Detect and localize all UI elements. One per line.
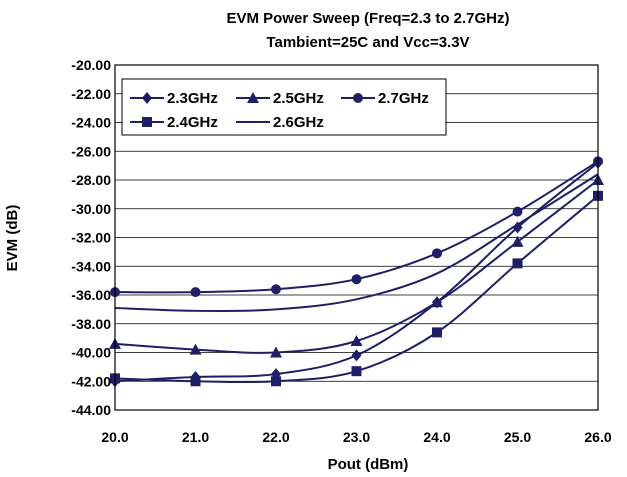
y-tick-label: -38.00: [71, 316, 111, 332]
data-point-2-7ghz: [190, 287, 201, 298]
x-tick-label: 20.0: [101, 429, 128, 445]
legend-marker-2-3ghz: [142, 92, 152, 104]
data-point-2-5ghz: [270, 346, 282, 358]
data-point-2-4ghz: [190, 376, 201, 387]
data-point-2-7ghz: [512, 206, 523, 217]
y-tick-label: -24.00: [71, 115, 111, 131]
y-axis-label: EVM (dB): [4, 205, 21, 272]
x-tick-label: 21.0: [182, 429, 209, 445]
series-line-2-6ghz: [114, 173, 599, 312]
y-tick-label: -42.00: [71, 373, 111, 389]
y-tick-label: -26.00: [71, 143, 111, 159]
data-point-2-5ghz: [431, 296, 443, 308]
legend-label-2-3ghz: 2.3GHz: [167, 90, 218, 107]
legend-marker-2-7ghz: [353, 93, 363, 103]
data-point-2-4ghz: [271, 376, 281, 387]
y-tick-label: -44.00: [71, 402, 111, 418]
legend-box: [121, 78, 447, 136]
data-point-2-5ghz: [350, 335, 363, 346]
data-point-2-7ghz: [351, 274, 362, 285]
x-tick-label: 24.0: [423, 429, 450, 445]
chart-title: EVM Power Sweep (Freq=2.3 to 2.7GHz): [227, 10, 510, 27]
data-point-2-3ghz: [512, 221, 523, 234]
y-tick-label: -36.00: [71, 287, 111, 303]
legend-marker-2-4ghz: [142, 117, 152, 127]
y-tick-label: -22.00: [71, 86, 111, 102]
data-point-2-3ghz: [351, 349, 362, 362]
legend-label-2-6ghz: 2.6GHz: [273, 114, 324, 131]
series-2-5ghz: [109, 174, 604, 358]
y-tick-label: -28.00: [71, 172, 111, 188]
chart-subtitle: Tambient=25C and Vcc=3.3V: [266, 34, 469, 51]
data-point-2-7ghz: [432, 248, 442, 259]
legend: 2.3GHz 2.5GHz 2.7GHz 2.4GHz 2.6GHz: [121, 78, 447, 136]
legend-label-2-5ghz: 2.5GHz: [273, 90, 324, 107]
legend-label-2-4ghz: 2.4GHz: [167, 114, 218, 131]
y-tick-label: -34.00: [71, 258, 111, 274]
tick-labels: -20.00 -22.00 -24.00 -26.00 -28.00 -30.00 -32.…: [71, 57, 612, 445]
y-tick-label: -30.00: [71, 201, 111, 217]
x-tick-label: 25.0: [504, 429, 531, 445]
series-line-2-7ghz: [114, 160, 599, 294]
x-tick-label: 26.0: [584, 429, 611, 445]
data-point-2-4ghz: [512, 258, 523, 269]
y-tick-label: -20.00: [71, 57, 111, 73]
legend-marker-2-5ghz: [247, 92, 259, 103]
x-tick-label: 22.0: [262, 429, 289, 445]
data-point-2-7ghz: [271, 284, 281, 295]
plot-area-frame: [114, 64, 599, 411]
series-lines: [109, 156, 604, 388]
y-tick-label: -40.00: [71, 345, 111, 361]
data-point-2-5ghz: [189, 343, 202, 355]
x-tick-label: 23.0: [343, 429, 370, 445]
x-axis-label: Pout (dBm): [328, 456, 409, 473]
data-point-2-5ghz: [511, 235, 524, 247]
series-2-6ghz: [114, 173, 599, 312]
data-point-2-4ghz: [351, 366, 362, 377]
series-2-7ghz: [110, 156, 603, 298]
y-tick-label: -32.00: [71, 230, 111, 246]
legend-label-2-7ghz: 2.7GHz: [378, 90, 429, 107]
data-point-2-4ghz: [432, 327, 442, 338]
